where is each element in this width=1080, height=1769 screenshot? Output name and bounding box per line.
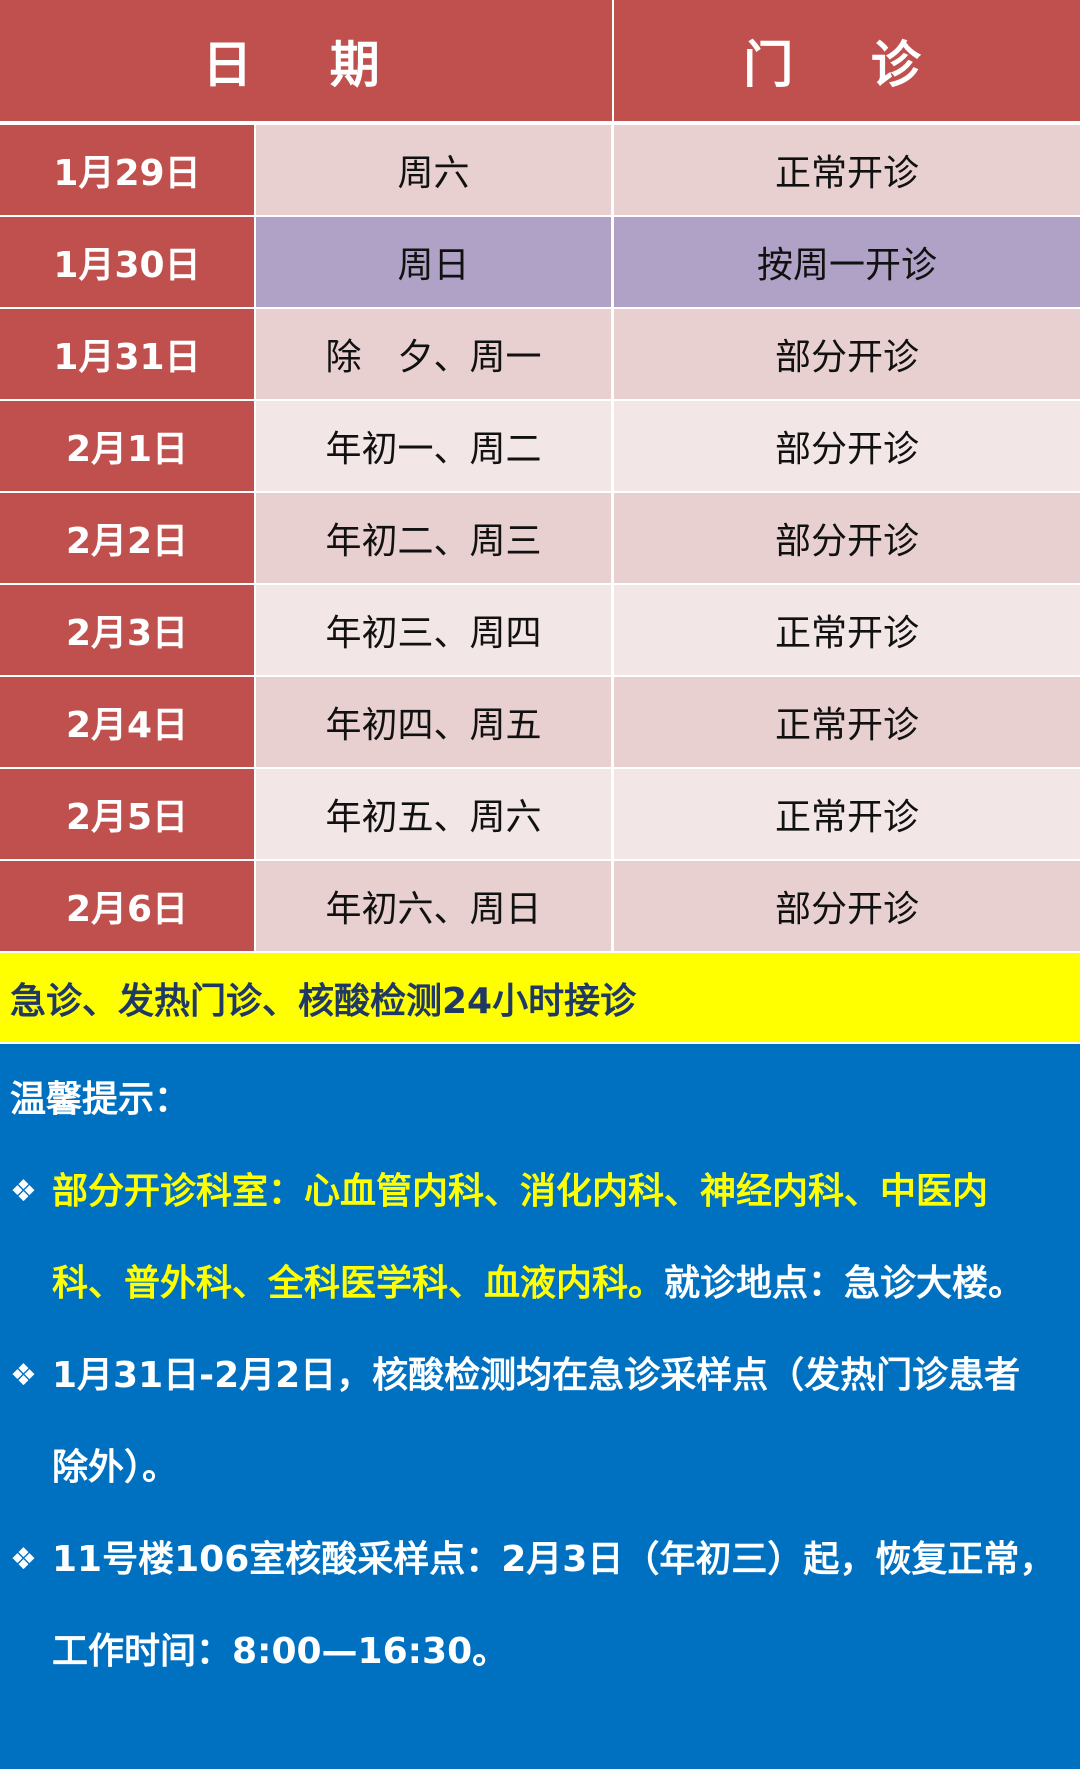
table-row: 1月30日 周日 按周一开诊 [0, 217, 1080, 309]
tip-1-line-2-yellow: 科、普外科、全科医学科、血液内科。 [52, 1263, 665, 1304]
day-cell: 周日 [256, 217, 611, 307]
date-cell: 2月6日 [0, 861, 254, 951]
day-cell: 除 夕、周一 [256, 309, 611, 399]
diamond-bullet-icon: ❖ [10, 1542, 37, 1577]
diamond-bullet-icon: ❖ [10, 1174, 37, 1209]
table-row: 1月31日除 夕、周一 部分开诊 [0, 309, 1080, 401]
table-row: 2月1日 年初一、周二 部分开诊 [0, 401, 1080, 493]
table-row: 2月4日 年初四、周五 正常开诊 [0, 677, 1080, 769]
table-row: 2月5日 年初五、周六 正常开诊 [0, 769, 1080, 861]
status-cell: 正常开诊 [614, 677, 1080, 767]
status-cell: 部分开诊 [614, 401, 1080, 491]
header-clinic-label: 门 诊 [743, 35, 951, 94]
date-cell: 2月4日 [0, 677, 254, 767]
date-cell: 1月29日 [0, 125, 254, 215]
tip-2-line-1: 1月31日-2月2日，核酸检测均在急诊采样点（发热门诊患者 [52, 1355, 1021, 1396]
day-cell: 年初一、周二 [256, 401, 611, 491]
status-cell: 正常开诊 [614, 125, 1080, 215]
header-date-label: 日 期 [202, 35, 410, 94]
tip-3-line-2: 工作时间：8:00—16:30。 [52, 1631, 509, 1672]
status-cell: 部分开诊 [614, 861, 1080, 951]
day-cell: 周六 [256, 125, 611, 215]
status-cell: 正常开诊 [614, 585, 1080, 675]
tips-title: 温馨提示： [10, 1079, 191, 1120]
status-cell: 正常开诊 [614, 769, 1080, 859]
header-clinic: 门 诊 [614, 0, 1080, 121]
day-cell: 年初三、周四 [256, 585, 611, 675]
table-row: 1月29日 周六 正常开诊 [0, 125, 1080, 217]
date-cell: 2月3日 [0, 585, 254, 675]
tip-3-line-1: 11号楼106室核酸采样点：2月3日（年初三）起，恢复正常， [52, 1539, 1056, 1580]
tip-2-line-2: 除外）。 [52, 1447, 179, 1488]
status-cell: 按周一开诊 [614, 217, 1080, 307]
header-date: 日 期 [0, 0, 612, 121]
date-cell: 2月2日 [0, 493, 254, 583]
tip-1-line-2-white: 就诊地点：急诊大楼。 [664, 1263, 1025, 1304]
day-cell: 年初四、周五 [256, 677, 611, 767]
diamond-bullet-icon: ❖ [10, 1358, 37, 1393]
day-cell: 年初二、周三 [256, 493, 611, 583]
emergency-banner: 急诊、发热门诊、核酸检测24小时接诊 [0, 953, 1080, 1042]
tip-1-line-2: 科、普外科、全科医学科、血液内科。就诊地点：急诊大楼。 [52, 1238, 1024, 1330]
tip-1-line-1: 部分开诊科室：心血管内科、消化内科、神经内科、中医内 [52, 1171, 989, 1212]
date-cell: 1月31日 [0, 309, 254, 399]
status-cell: 部分开诊 [614, 493, 1080, 583]
date-cell: 1月30日 [0, 217, 254, 307]
day-cell: 年初五、周六 [256, 769, 611, 859]
status-cell: 部分开诊 [614, 309, 1080, 399]
tips-panel: 温馨提示： ❖ 部分开诊科室：心血管内科、消化内科、神经内科、中医内 科、普外科… [0, 1044, 1080, 1769]
date-cell: 2月5日 [0, 769, 254, 859]
table-row: 2月3日 年初三、周四 正常开诊 [0, 585, 1080, 677]
table-row: 2月6日 年初六、周日 部分开诊 [0, 861, 1080, 953]
date-cell: 2月1日 [0, 401, 254, 491]
table-row: 2月2日 年初二、周三 部分开诊 [0, 493, 1080, 585]
day-cell: 年初六、周日 [256, 861, 611, 951]
